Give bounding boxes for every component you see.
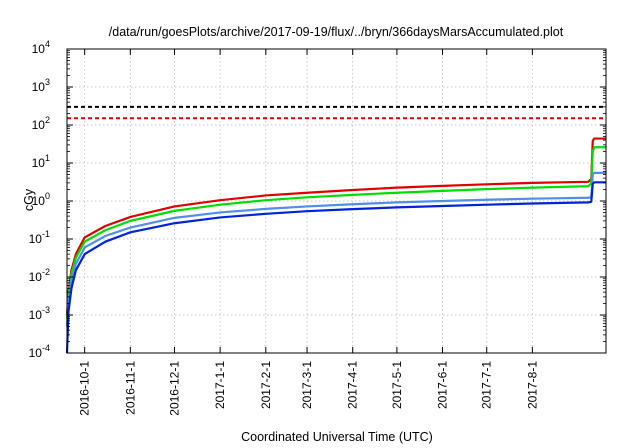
y-tick-label: 10-1 [29,229,50,246]
y-tick-label: 10-2 [29,267,50,284]
grid [67,49,606,353]
x-tick-label: 2017-1-1 [213,361,227,409]
series-group [65,137,606,354]
y-tick-label: 104 [32,39,50,56]
y-tick-label: 10-4 [29,343,50,360]
x-tick-label: 2017-5-1 [390,361,404,409]
x-tick-label: 2017-2-1 [259,361,273,409]
x-tick-label: 2016-10-1 [78,361,92,416]
y-tick-label: 103 [32,77,50,94]
x-tick-label: 2017-6-1 [436,361,450,409]
x-tick-label: 2016-12-1 [168,361,182,416]
y-tick-label: 102 [32,115,50,132]
reference-lines [67,105,606,120]
x-tick-label: 2017-3-1 [300,361,314,409]
y-tick-label: 10-3 [29,305,50,322]
x-tick-label: 2017-7-1 [480,361,494,409]
x-tick-label: 2016-11-1 [123,361,137,415]
series-line-4 [65,181,606,354]
y-tick-label: 101 [32,153,50,170]
series-line-1 [65,137,606,316]
chart-title: /data/run/goesPlots/archive/2017-09-19/f… [109,25,564,39]
x-tick-label: 2017-8-1 [525,361,539,409]
series-line-2 [65,146,606,319]
x-tick-label: 2017-4-1 [346,361,360,409]
y-axis-label: cGy [22,188,36,211]
x-axis-label: Coordinated Universal Time (UTC) [241,430,433,444]
series-line-3 [65,171,606,327]
y-tick-label: 100 [32,191,50,208]
axis-ticks: 10-4 10-3 10-2 10-1 100 101 102 103 104 2016-10-1… [29,39,606,416]
